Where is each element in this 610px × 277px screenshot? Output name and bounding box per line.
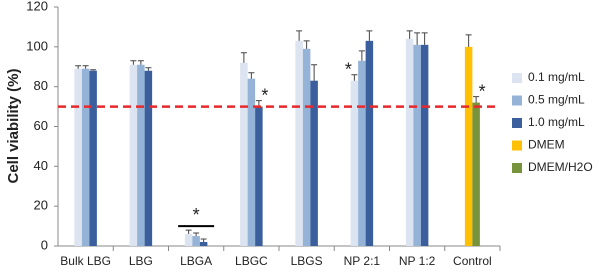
bar <box>81 68 90 246</box>
y-tick-label: 100 <box>26 38 48 53</box>
bar <box>464 46 473 247</box>
bar <box>365 40 374 246</box>
error-bar <box>185 229 192 235</box>
bar <box>350 80 359 246</box>
error-bar <box>240 52 247 63</box>
bar <box>310 80 318 246</box>
legend-label: 1.0 mg/mL <box>528 115 585 129</box>
annotation: * <box>261 85 268 105</box>
error-bar <box>90 69 97 71</box>
legend-swatch <box>512 95 522 106</box>
y-axis-label: Cell viability (%) <box>5 68 22 183</box>
error-bar <box>296 30 303 41</box>
legend-label: DMEM <box>528 138 565 152</box>
bar <box>144 70 153 246</box>
y-tick-label: 20 <box>34 198 48 213</box>
bar <box>240 62 248 247</box>
error-bar <box>303 40 310 49</box>
y-tick-label: 80 <box>34 78 48 93</box>
bar <box>255 106 263 246</box>
error-bar <box>82 65 89 69</box>
bar <box>89 70 97 246</box>
error-bar <box>200 238 207 243</box>
bar <box>137 64 145 246</box>
bar <box>420 44 429 246</box>
x-tick-label: LBG <box>129 254 153 268</box>
error-bar <box>421 32 428 45</box>
x-tick-label: Control <box>453 254 492 268</box>
x-tick-label: NP 1:2 <box>399 254 436 268</box>
error-bar <box>351 74 358 81</box>
annotation: * <box>193 205 200 225</box>
x-tick-label: LBGA <box>180 254 212 268</box>
error-bar <box>311 64 318 81</box>
error-bar <box>406 30 413 39</box>
bar <box>199 242 208 246</box>
bar <box>247 78 256 246</box>
legend-label: 0.5 mg/mL <box>528 93 585 107</box>
error-bar <box>465 34 472 47</box>
error-bar <box>137 60 144 65</box>
legend-swatch <box>512 140 522 151</box>
error-bar <box>414 32 421 45</box>
legend-label: DMEM/H2O <box>528 160 593 174</box>
bar <box>74 68 82 246</box>
error-bar <box>473 96 480 103</box>
bar <box>405 38 414 246</box>
x-tick-label: LBGS <box>291 254 323 268</box>
y-tick-label: 40 <box>34 158 48 173</box>
error-bar <box>145 67 152 71</box>
x-tick-label: LBGC <box>235 254 268 268</box>
error-bar <box>248 72 255 79</box>
error-bar <box>193 232 200 237</box>
x-tick-label: NP 2:1 <box>344 254 381 268</box>
error-bar <box>130 60 137 65</box>
legend-swatch <box>512 118 522 128</box>
bar <box>295 40 303 246</box>
legend-label: 0.1 mg/mL <box>528 70 585 84</box>
bar <box>472 102 480 246</box>
legend-swatch <box>512 163 522 173</box>
bar <box>192 236 200 246</box>
bar <box>129 64 138 246</box>
error-bar <box>366 30 373 41</box>
y-tick-label: 0 <box>41 237 48 252</box>
bar <box>413 44 421 246</box>
y-tick-label: 120 <box>26 0 48 13</box>
annotation: * <box>345 59 352 79</box>
error-bar <box>358 50 365 61</box>
legend-swatch <box>512 73 522 83</box>
x-tick-label: Bulk LBG <box>60 254 111 268</box>
y-tick-label: 60 <box>34 118 48 133</box>
bar <box>302 48 311 247</box>
error-bar <box>75 65 82 69</box>
annotation: * <box>479 81 486 101</box>
bar <box>184 234 193 246</box>
bar <box>358 60 366 247</box>
